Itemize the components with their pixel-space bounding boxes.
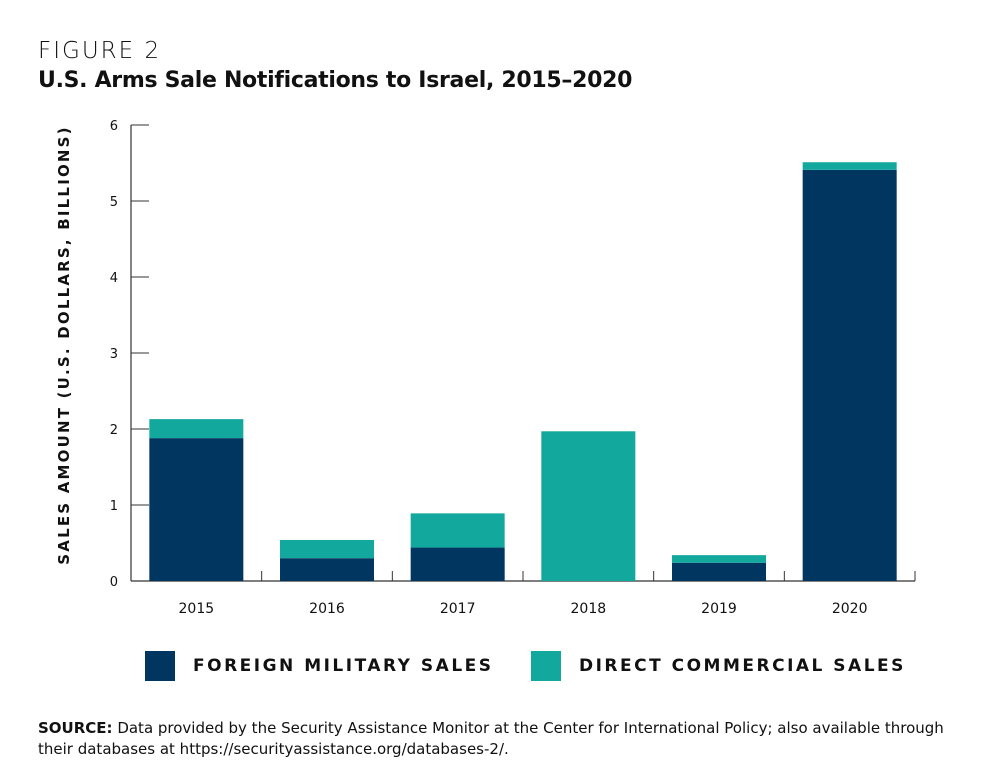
y-tick-label: 3 — [110, 347, 118, 362]
bar-fms-2020 — [802, 169, 897, 581]
y-tick-label: 0 — [110, 575, 118, 590]
chart-area: 0 1 2 3 4 5 6 2015 2016 2017 2018 2019 2020 SALES AMO… — [55, 119, 916, 617]
bar-dcs-2018 — [541, 431, 636, 581]
bar-fms-2017 — [410, 547, 505, 581]
x-tick-label: 2016 — [309, 601, 345, 617]
bar-fms-2015 — [149, 438, 244, 581]
figure-label: FIGURE 2 — [38, 38, 162, 64]
y-tick-label: 2 — [110, 423, 118, 438]
x-tick-label: 2018 — [571, 601, 607, 617]
bar-dcs-2017 — [410, 513, 505, 548]
chart-title: U.S. Arms Sale Notifications to Israel, … — [38, 68, 633, 93]
bar-fms-2019 — [672, 562, 766, 581]
y-tick-label: 1 — [110, 499, 118, 514]
bar-dcs-2015 — [149, 419, 244, 439]
bar-dcs-2020 — [802, 162, 897, 170]
legend-label-fms: FOREIGN MILITARY SALES — [193, 656, 494, 676]
legend-swatch-dcs — [531, 651, 561, 681]
bar-dcs-2016 — [280, 539, 374, 559]
legend-swatch-fms — [145, 651, 175, 681]
y-tick-label: 6 — [110, 119, 118, 134]
source-text: Data provided by the Security Assistance… — [38, 719, 944, 758]
y-axis-label: SALES AMOUNT (U.S. DOLLARS, BILLIONS) — [55, 125, 73, 564]
source-note: SOURCE: Data provided by the Security As… — [38, 718, 968, 760]
x-tick-label: 2020 — [832, 601, 868, 617]
x-tick-label: 2015 — [179, 601, 215, 617]
legend-item-fms: FOREIGN MILITARY SALES — [145, 651, 494, 681]
source-label: SOURCE: — [38, 719, 113, 737]
legend-label-dcs: DIRECT COMMERCIAL SALES — [579, 656, 906, 676]
legend-item-dcs: DIRECT COMMERCIAL SALES — [531, 651, 906, 681]
y-tick-label: 5 — [110, 195, 118, 210]
y-tick-label: 4 — [110, 271, 118, 286]
x-tick-label: 2017 — [440, 601, 476, 617]
bar-dcs-2019 — [672, 555, 766, 563]
bar-fms-2016 — [280, 558, 374, 581]
x-tick-label: 2019 — [701, 601, 737, 617]
